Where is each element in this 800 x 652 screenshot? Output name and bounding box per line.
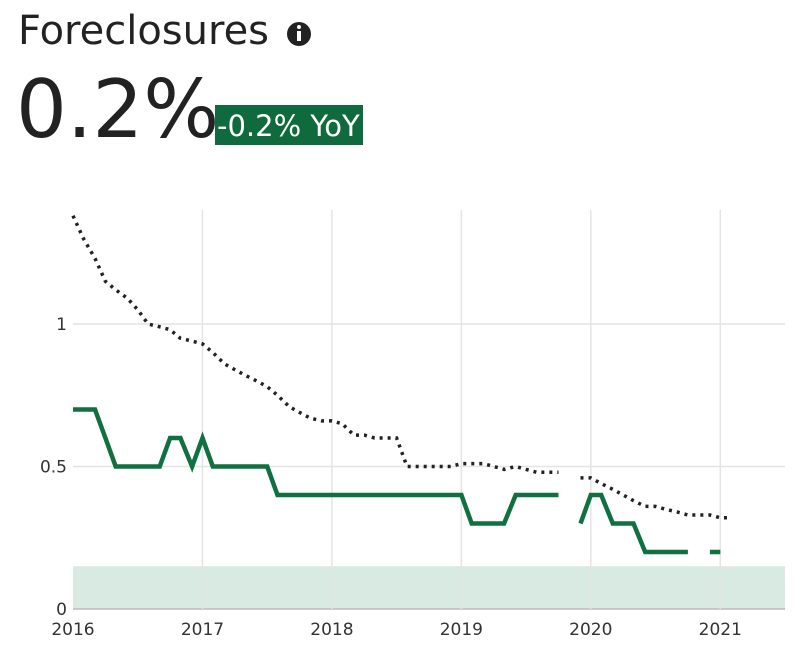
series-line [71, 214, 731, 520]
change-text: -0.2% YoY [217, 109, 360, 143]
y-tick-label: 1 [56, 315, 67, 335]
info-icon[interactable] [287, 22, 311, 46]
title: Foreclosures [18, 8, 269, 54]
current-value: 0.2% [16, 63, 219, 156]
y-tick-label: 0 [56, 600, 67, 620]
series-line [73, 407, 721, 555]
y-tick-label: 0.5 [40, 458, 67, 478]
shaded-band [73, 566, 785, 609]
change-badge [215, 105, 363, 145]
x-tick-label: 2020 [569, 620, 612, 640]
x-tick-label: 2016 [51, 620, 94, 640]
x-tick-label: 2021 [699, 620, 742, 640]
x-tick-label: 2018 [310, 620, 353, 640]
x-tick-label: 2017 [181, 620, 224, 640]
x-tick-label: 2019 [440, 620, 483, 640]
